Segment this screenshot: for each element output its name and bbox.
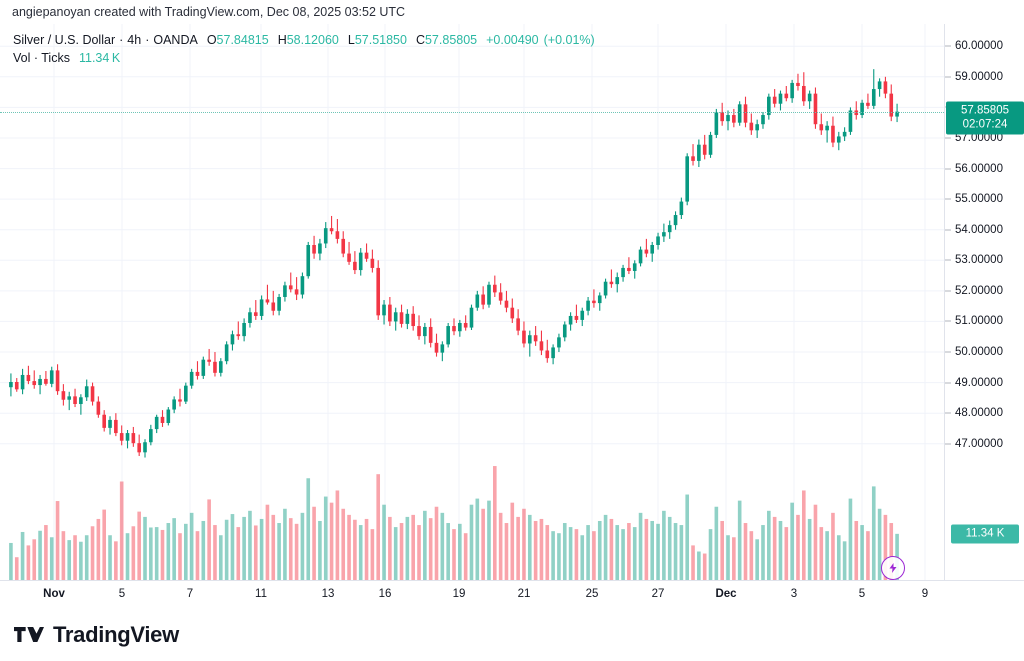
price-tick-label: 53.00000 xyxy=(955,254,1003,267)
lightning-bolt-icon[interactable] xyxy=(881,556,905,580)
price-tick-dash xyxy=(945,412,951,414)
time-tick-label: 27 xyxy=(651,588,665,600)
current-price-badge[interactable]: 57.85805 02:07:24 xyxy=(946,101,1024,135)
time-tick-label: 5 xyxy=(118,588,126,600)
current-price-line xyxy=(0,111,944,113)
price-tick-label: 49.00000 xyxy=(955,376,1003,389)
price-tick-dash xyxy=(945,45,951,47)
time-tick-label: 3 xyxy=(790,588,798,600)
time-tick-label: 25 xyxy=(585,588,599,600)
price-tick-label: 47.00000 xyxy=(955,437,1003,450)
price-tick-dash xyxy=(945,290,951,292)
tradingview-logo-text: TradingView xyxy=(53,621,179,647)
attribution-text: angiepanoyan created with TradingView.co… xyxy=(12,5,406,19)
time-tick-label: Nov xyxy=(43,588,65,600)
time-tick-label: 7 xyxy=(186,588,194,600)
price-tick-dash xyxy=(945,443,951,445)
time-tick-label: 13 xyxy=(321,588,335,600)
attribution-bar: angiepanoyan created with TradingView.co… xyxy=(0,0,1024,24)
price-tick-label: 55.00000 xyxy=(955,193,1003,206)
volume-badge[interactable]: 11.34 K xyxy=(951,524,1019,544)
time-tick-label: 5 xyxy=(858,588,866,600)
volume-badge-value: 11.34 K xyxy=(965,527,1005,540)
price-tick-dash xyxy=(945,229,951,231)
price-tick-label: 54.00000 xyxy=(955,223,1003,236)
tradingview-mark-icon xyxy=(14,627,44,642)
tradingview-logo[interactable]: TradingView xyxy=(14,622,179,648)
price-tick-dash xyxy=(945,168,951,170)
time-tick-label: Dec xyxy=(715,588,737,600)
time-tick-label: 21 xyxy=(517,588,531,600)
price-tick-dash xyxy=(945,382,951,384)
price-tick-label: 60.00000 xyxy=(955,40,1003,53)
price-tick-label: 52.00000 xyxy=(955,284,1003,297)
current-price-value: 57.85805 xyxy=(961,104,1009,117)
time-tick-label: 16 xyxy=(378,588,392,600)
price-axis[interactable]: 60.0000059.0000058.0000057.0000056.00000… xyxy=(944,24,1024,580)
price-tick-dash xyxy=(945,320,951,322)
time-tick-label: 11 xyxy=(255,588,267,600)
bar-countdown: 02:07:24 xyxy=(962,118,1008,131)
price-tick-label: 56.00000 xyxy=(955,162,1003,175)
price-tick-dash xyxy=(945,351,951,353)
price-tick-dash xyxy=(945,259,951,261)
price-tick-label: 50.00000 xyxy=(955,346,1003,358)
time-axis[interactable]: Nov 5 7 11 13 16 19 21 25 27 Dec 3 5 9 xyxy=(0,580,1024,608)
candlestick-series xyxy=(9,69,899,580)
time-tick-label: 19 xyxy=(452,588,466,600)
footer: TradingView xyxy=(0,608,1024,661)
price-tick-label: 51.00000 xyxy=(955,315,1003,328)
price-tick-label: 48.00000 xyxy=(955,407,1003,420)
price-tick-dash xyxy=(945,198,951,200)
chart-plot-area[interactable] xyxy=(0,24,944,580)
price-tick-label: 57.00000 xyxy=(955,132,1003,144)
chart-frame: Silver / U.S. Dollar · 4h · OANDA O57.84… xyxy=(0,24,1024,608)
price-tick-dash xyxy=(945,137,951,139)
price-tick-dash xyxy=(945,76,951,78)
time-tick-label: 9 xyxy=(921,588,929,600)
price-tick-label: 59.00000 xyxy=(955,70,1003,83)
